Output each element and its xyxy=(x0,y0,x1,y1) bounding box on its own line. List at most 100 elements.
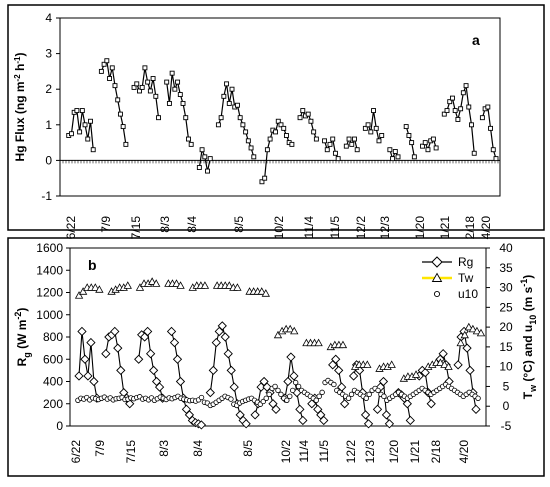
x-tick-label: 2/18 xyxy=(429,440,443,464)
u10-point xyxy=(263,395,269,402)
x-tick-label: 12/2 xyxy=(354,216,368,240)
rg-point xyxy=(378,376,389,387)
tw-point xyxy=(261,289,270,297)
panel-a-y-label: Hg Flux (ng m-2 h-1) xyxy=(13,53,27,162)
rg-point xyxy=(453,360,463,370)
rg-point xyxy=(363,419,374,429)
rg-point xyxy=(295,404,305,414)
hg-flux-point xyxy=(264,147,270,153)
hg-flux-point xyxy=(267,136,273,142)
tw-point xyxy=(78,287,88,295)
y-tick-label: 200 xyxy=(43,397,63,411)
x-tick-label: 11/4 xyxy=(297,440,311,463)
rg-point xyxy=(74,371,84,381)
hg-flux-point xyxy=(104,58,110,64)
x-tick-label: 8/4 xyxy=(185,216,199,233)
hg-flux-point xyxy=(224,81,230,87)
y-tick-label: 0 xyxy=(45,153,52,167)
x-tick-label: 4/20 xyxy=(457,440,471,464)
x-tick-label: 11/4 xyxy=(302,216,316,239)
x-tick-label: 10/2 xyxy=(279,440,293,464)
hg-flux-point xyxy=(273,129,279,135)
hg-flux-point xyxy=(343,143,349,149)
legend: Rg Tw u10 xyxy=(422,255,478,301)
x-tick-label: 8/5 xyxy=(241,440,255,457)
hg-flux-point xyxy=(283,133,289,138)
rg-point xyxy=(80,354,90,364)
hg-flux-line xyxy=(133,67,160,118)
hg-flux-point xyxy=(101,61,107,67)
tw-point xyxy=(152,279,161,287)
legend-label-u10: u10 xyxy=(458,287,478,301)
tw-point xyxy=(200,281,210,289)
hg-flux-point xyxy=(308,118,314,124)
tw-point xyxy=(460,330,469,339)
hg-flux-point xyxy=(371,108,376,114)
hg-flux-point xyxy=(441,111,447,117)
x-tick-label: 7/15 xyxy=(124,440,138,464)
hg-flux-point xyxy=(145,79,151,85)
tw-point xyxy=(95,285,104,293)
panel-a: -1 0 1 2 3 4 6/22 7/9 7/15 8/3 8/4 8/5 10/2 11/4 11/5… xyxy=(13,11,501,240)
hg-flux-point xyxy=(98,68,104,74)
y-tick-label: 1200 xyxy=(36,286,63,300)
rg-point xyxy=(271,404,281,414)
tw-point xyxy=(135,283,145,291)
rg-point xyxy=(148,365,159,376)
hg-flux-point xyxy=(77,129,83,135)
y-tick-label: 1000 xyxy=(36,308,63,322)
hg-flux-point xyxy=(278,122,284,128)
hg-flux-point xyxy=(463,83,469,89)
hg-flux-point xyxy=(352,136,357,142)
panel-b-right-y-label: Tw (°C) and u10 (m s-1) xyxy=(519,275,538,400)
hg-flux-point xyxy=(166,100,172,106)
panel-a-y-ticks: -1 0 1 2 3 4 xyxy=(41,11,500,203)
hg-flux-point xyxy=(471,150,477,156)
hg-flux-point xyxy=(332,150,338,156)
tw-point xyxy=(225,281,234,289)
rg-point xyxy=(286,352,296,362)
rg-point xyxy=(405,415,415,426)
panel-a-x-ticks: 6/22 7/9 7/15 8/3 8/4 8/5 10/2 11/4 11/5 12/2 12/3… xyxy=(64,216,493,240)
hg-flux-point xyxy=(169,70,175,76)
u10-point xyxy=(316,393,322,400)
hg-flux-point xyxy=(188,141,194,147)
u10-point xyxy=(319,389,325,396)
rg-point xyxy=(402,399,412,409)
hg-flux-point xyxy=(120,124,126,130)
hg-flux-point xyxy=(392,149,398,154)
hg-flux-point xyxy=(488,125,494,131)
tw-point xyxy=(440,360,449,368)
u10-point xyxy=(475,395,481,402)
hg-flux-point xyxy=(147,88,153,94)
x-tick-label: 11/5 xyxy=(317,440,331,463)
rg-point xyxy=(462,343,472,353)
y-tick-label: 25 xyxy=(499,300,513,314)
rg-point xyxy=(438,349,448,359)
hg-flux-point xyxy=(300,108,306,114)
hg-flux-point xyxy=(411,154,417,160)
u10-point xyxy=(295,383,302,390)
hg-flux-point xyxy=(313,136,319,142)
legend-label-rg: Rg xyxy=(458,255,473,269)
rg-point xyxy=(116,365,126,376)
hg-flux-line xyxy=(68,109,94,150)
hg-flux-point xyxy=(289,141,295,147)
u10-point xyxy=(198,394,205,401)
rg-point xyxy=(381,410,392,420)
hg-flux-point xyxy=(177,92,183,97)
hg-flux-point xyxy=(109,65,115,71)
tw-point xyxy=(338,340,348,349)
hg-flux-point xyxy=(156,115,161,121)
rg-point xyxy=(205,387,215,398)
tw-point xyxy=(468,324,478,333)
y-tick-label: -5 xyxy=(501,419,512,433)
y-tick-label: 800 xyxy=(43,330,63,344)
x-tick-label: 10/2 xyxy=(272,216,286,240)
hg-flux-point xyxy=(196,165,202,170)
hg-flux-point xyxy=(259,179,265,185)
u10-point xyxy=(272,383,278,390)
tw-point xyxy=(456,338,465,347)
panel-b-series xyxy=(74,277,486,430)
